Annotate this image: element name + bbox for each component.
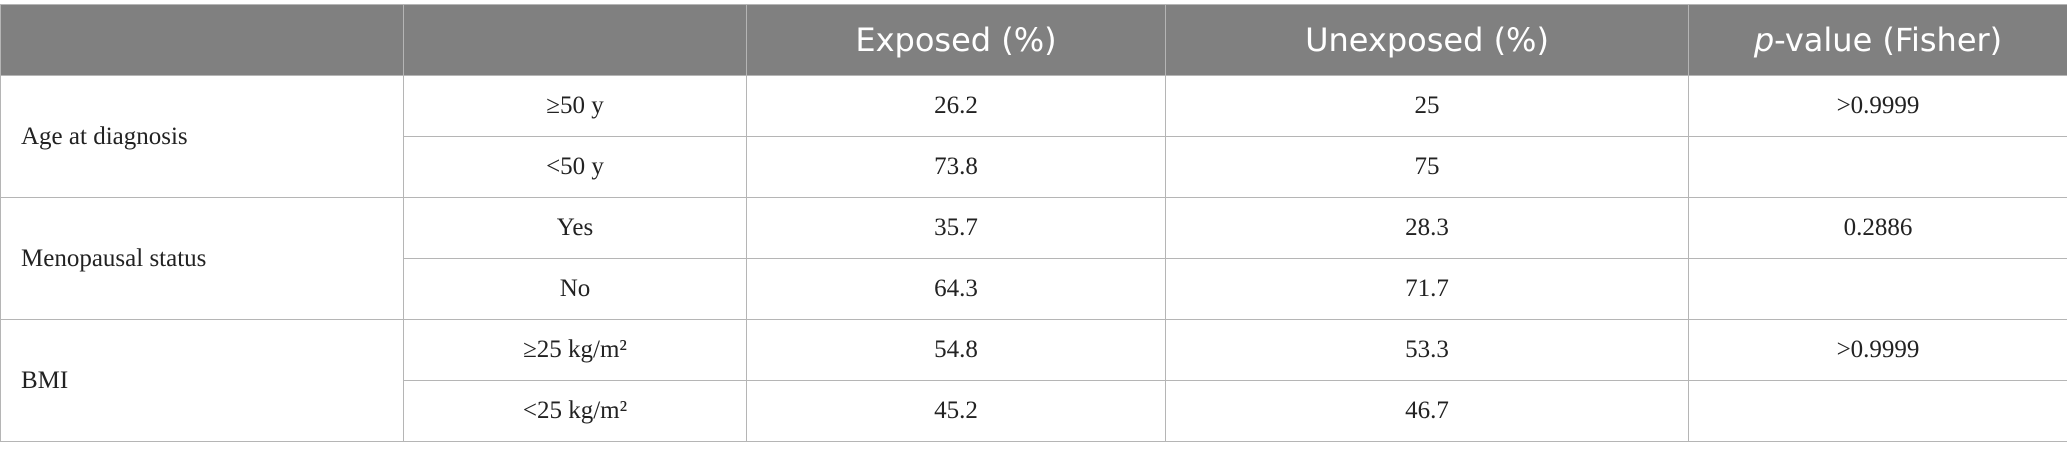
p-value-cell: 0.2886 bbox=[1689, 198, 2067, 259]
p-value-cell: >0.9999 bbox=[1689, 76, 2067, 137]
exposed-cell: 73.8 bbox=[747, 137, 1166, 198]
exposed-cell: 26.2 bbox=[747, 76, 1166, 137]
table-header: Exposed (%) Unexposed (%) p-value (Fishe… bbox=[1, 5, 2067, 76]
empty-cell bbox=[1689, 137, 2067, 198]
p-value-cell: >0.9999 bbox=[1689, 320, 2067, 381]
header-cell bbox=[404, 5, 747, 76]
header-cell: Exposed (%) bbox=[747, 5, 1166, 76]
header-italic: p bbox=[1754, 21, 1774, 59]
group-label: Age at diagnosis bbox=[1, 76, 404, 198]
exposed-cell: 64.3 bbox=[747, 259, 1166, 320]
sub-label: ≥25 kg/m² bbox=[404, 320, 747, 381]
unexposed-cell: 25 bbox=[1166, 76, 1689, 137]
sub-label: ≥50 y bbox=[404, 76, 747, 137]
exposed-cell: 54.8 bbox=[747, 320, 1166, 381]
sub-label: Yes bbox=[404, 198, 747, 259]
sub-label: <50 y bbox=[404, 137, 747, 198]
header-text: -value (Fisher) bbox=[1774, 21, 2002, 59]
group-label: Menopausal status bbox=[1, 198, 404, 320]
sub-label: No bbox=[404, 259, 747, 320]
header-cell bbox=[1, 5, 404, 76]
unexposed-cell: 53.3 bbox=[1166, 320, 1689, 381]
exposed-cell: 45.2 bbox=[747, 381, 1166, 442]
exposed-cell: 35.7 bbox=[747, 198, 1166, 259]
unexposed-cell: 28.3 bbox=[1166, 198, 1689, 259]
header-cell: p-value (Fisher) bbox=[1689, 5, 2067, 76]
sub-label: <25 kg/m² bbox=[404, 381, 747, 442]
header-cell: Unexposed (%) bbox=[1166, 5, 1689, 76]
header-row: Exposed (%) Unexposed (%) p-value (Fishe… bbox=[1, 5, 2067, 76]
empty-cell bbox=[1689, 259, 2067, 320]
unexposed-cell: 71.7 bbox=[1166, 259, 1689, 320]
data-table: Exposed (%) Unexposed (%) p-value (Fishe… bbox=[0, 4, 2067, 442]
unexposed-cell: 75 bbox=[1166, 137, 1689, 198]
page: Exposed (%) Unexposed (%) p-value (Fishe… bbox=[0, 4, 2067, 465]
unexposed-cell: 46.7 bbox=[1166, 381, 1689, 442]
empty-cell bbox=[1689, 381, 2067, 442]
group-label: BMI bbox=[1, 320, 404, 442]
